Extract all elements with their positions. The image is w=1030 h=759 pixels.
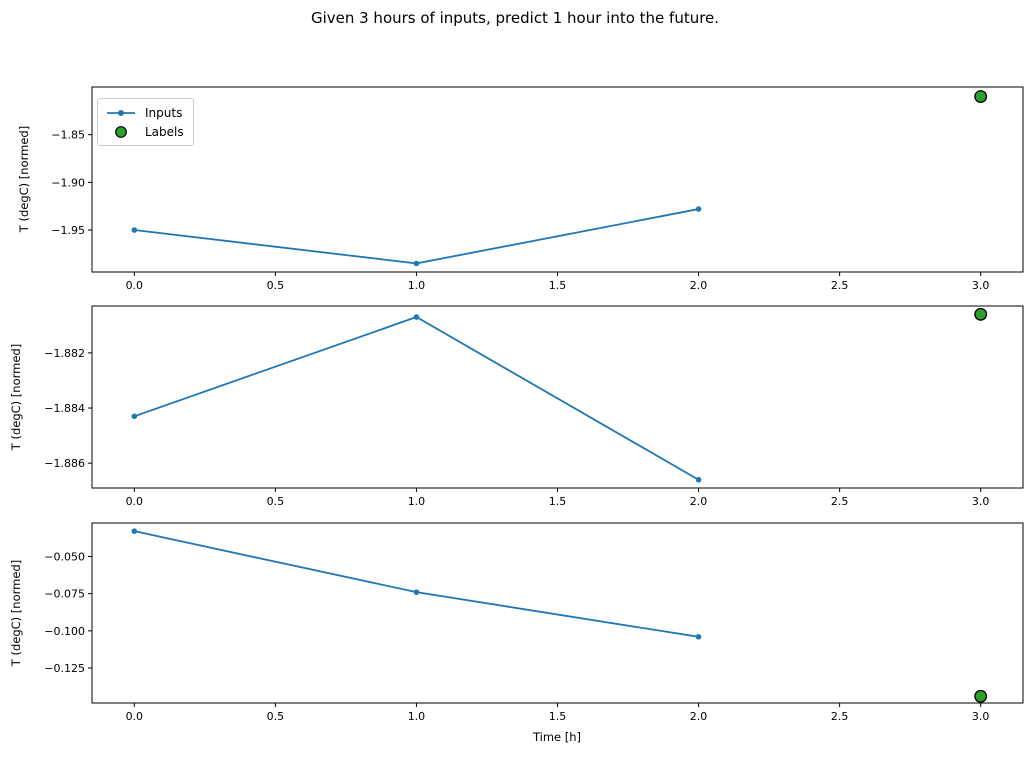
- y-tick-label: −0.100: [44, 625, 85, 638]
- axes-frame: [91, 522, 1024, 704]
- x-tick-label: 0.5: [267, 495, 285, 508]
- x-tick-label: 3.0: [972, 710, 990, 723]
- y-tick-label: −1.95: [51, 224, 85, 237]
- inputs-line: [134, 316, 700, 481]
- x-tick-label: 2.5: [831, 495, 849, 508]
- x-tick-label: 1.5: [549, 495, 567, 508]
- x-tick-label: 1.0: [408, 495, 426, 508]
- inputs-point-marker: [695, 476, 702, 483]
- inputs-point-marker: [131, 227, 138, 233]
- figure-title: Given 3 hours of inputs, predict 1 hour …: [310, 9, 720, 27]
- y-tick-label: −1.884: [44, 402, 85, 415]
- labels-point-marker: [974, 307, 988, 321]
- labels-point-marker: [974, 689, 988, 703]
- axes-frame: [91, 305, 1024, 489]
- x-tick-label: 0.0: [126, 279, 144, 292]
- x-tick-label: 2.5: [831, 279, 849, 292]
- axes-frame: [91, 86, 1024, 273]
- y-axis-label-subplot-3: T (degC) [normed]: [9, 559, 23, 667]
- x-tick-label: 0.0: [126, 495, 144, 508]
- x-tick-label: 1.5: [549, 710, 567, 723]
- y-tick-label: −1.90: [51, 176, 85, 189]
- legend-label-labels: Labels: [145, 124, 184, 139]
- x-tick-label: 1.0: [408, 279, 426, 292]
- x-axis-label: Time [h]: [532, 730, 582, 744]
- inputs-point-marker: [695, 206, 702, 212]
- inputs-line-icon: [107, 109, 135, 116]
- inputs-line: [134, 208, 699, 265]
- x-tick-label: 3.0: [972, 495, 990, 508]
- inputs-point-marker: [695, 634, 702, 640]
- x-tick-label: 2.0: [690, 495, 708, 508]
- labels-marker-icon: [115, 125, 127, 138]
- x-tick-label: 0.0: [126, 710, 144, 723]
- y-tick-label: −0.075: [44, 588, 85, 601]
- inputs-line: [134, 530, 699, 638]
- y-tick-label: −1.85: [51, 129, 85, 142]
- x-tick-label: 3.0: [972, 279, 990, 292]
- y-tick-label: −1.886: [44, 457, 85, 470]
- y-tick-label: −0.050: [44, 550, 85, 563]
- legend: Inputs Labels: [97, 98, 194, 146]
- legend-label-inputs: Inputs: [145, 105, 183, 120]
- inputs-point-marker: [413, 314, 420, 320]
- y-axis-label-subplot-2: T (degC) [normed]: [9, 343, 23, 451]
- x-tick-label: 1.0: [408, 710, 426, 723]
- y-tick-label: −1.882: [44, 347, 85, 360]
- inputs-point-marker: [413, 260, 420, 267]
- legend-item-inputs: Inputs: [104, 103, 184, 122]
- x-tick-label: 0.5: [267, 710, 285, 723]
- x-tick-label: 2.5: [831, 710, 849, 723]
- y-axis-label-subplot-1: T (degC) [normed]: [17, 125, 31, 233]
- y-tick-label: −0.125: [44, 662, 85, 675]
- labels-point-marker: [974, 90, 988, 103]
- legend-item-labels: Labels: [104, 122, 184, 141]
- x-tick-label: 2.0: [690, 279, 708, 292]
- inputs-point-marker: [131, 528, 138, 534]
- inputs-point-marker: [413, 589, 420, 595]
- inputs-point-marker: [131, 413, 138, 420]
- x-tick-label: 2.0: [690, 710, 708, 723]
- x-tick-label: 1.5: [549, 279, 567, 292]
- x-tick-label: 0.5: [267, 279, 285, 292]
